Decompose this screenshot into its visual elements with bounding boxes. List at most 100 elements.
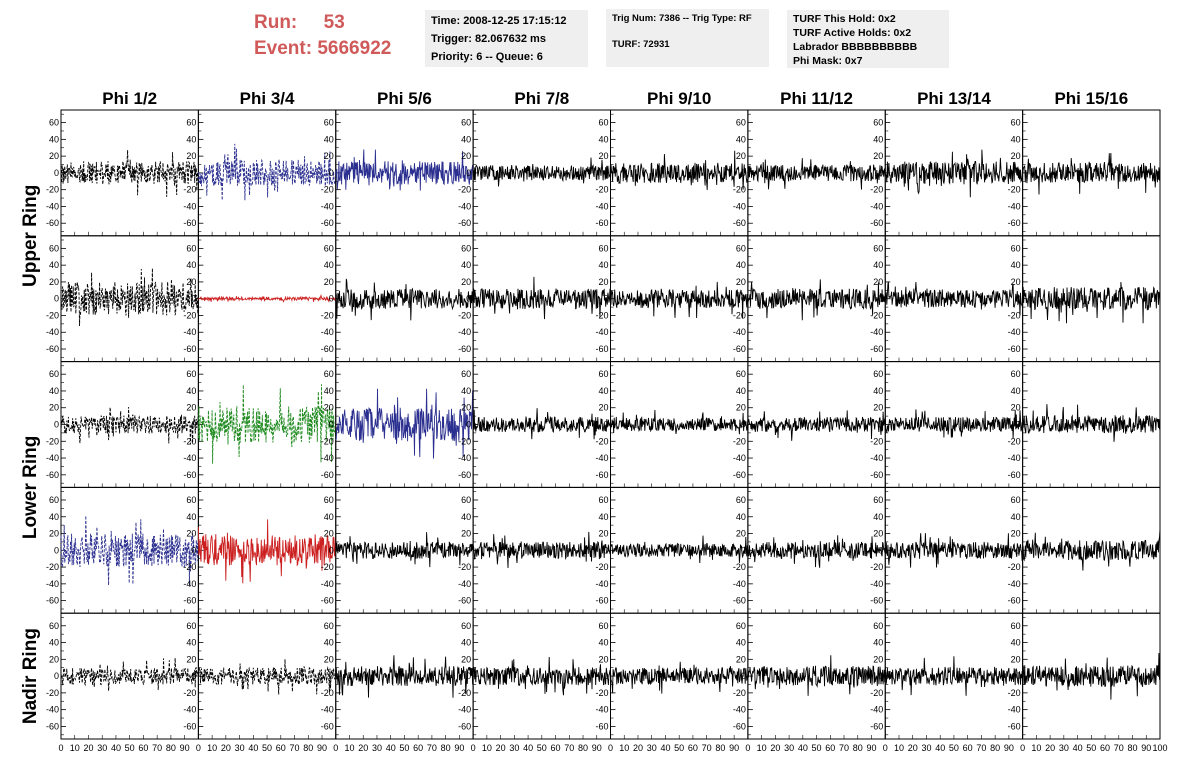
y-tick-label: 40 <box>49 638 59 648</box>
y-tick-label: 40 <box>186 386 196 396</box>
y-tick-label: 60 <box>324 118 334 128</box>
y-tick-label: -20 <box>870 688 883 698</box>
y-tick-label: 20 <box>736 403 746 413</box>
time-info-box: Time: 2008-12-25 17:15:12 Trigger: 82.06… <box>425 10 588 67</box>
y-tick-label: 20 <box>461 151 471 161</box>
waveform-trace <box>747 535 886 568</box>
column-title: Phi 1/2 <box>102 89 157 108</box>
waveform-trace <box>472 531 611 569</box>
labrador-line: Labrador BBBBBBBBBB <box>793 41 918 53</box>
y-tick-label: 60 <box>186 243 196 253</box>
y-tick-label: 0 <box>191 168 196 178</box>
y-tick-label: 20 <box>49 151 59 161</box>
y-tick-label: 60 <box>1011 621 1021 631</box>
y-tick-label: 40 <box>186 512 196 522</box>
y-tick-label: 20 <box>1011 529 1021 539</box>
y-tick-label: 20 <box>186 529 196 539</box>
waveform-trace <box>1022 528 1161 571</box>
y-tick-label: -20 <box>595 562 608 572</box>
waveform-trace <box>60 515 199 586</box>
y-tick-label: 0 <box>878 168 883 178</box>
waveform-trace <box>747 158 886 190</box>
y-tick-label: -40 <box>870 327 883 337</box>
phi-mask-line: Phi Mask: 0x7 <box>793 55 863 67</box>
y-tick-label: 20 <box>873 403 883 413</box>
y-tick-label: 40 <box>736 638 746 648</box>
y-tick-label: 40 <box>873 512 883 522</box>
row-group-label: Lower Ring <box>20 436 41 539</box>
y-tick-label: -20 <box>458 562 471 572</box>
x-tick-label: 50 <box>537 743 547 753</box>
y-tick-label: 0 <box>1016 168 1021 178</box>
waveform-trace <box>747 655 886 696</box>
waveform-trace <box>1022 404 1161 442</box>
y-tick-label: -40 <box>46 327 59 337</box>
waveform-trace <box>197 519 337 584</box>
y-tick-label: 40 <box>598 386 608 396</box>
y-tick-label: -40 <box>595 579 608 589</box>
y-tick-label: 0 <box>603 420 608 430</box>
y-tick-label: 40 <box>461 638 471 648</box>
y-tick-label: 20 <box>49 529 59 539</box>
x-tick-label: 20 <box>496 743 506 753</box>
y-tick-label: 0 <box>603 168 608 178</box>
y-tick-label: 0 <box>878 420 883 430</box>
y-tick-label: 0 <box>54 545 59 555</box>
y-tick-label: -60 <box>1008 344 1021 354</box>
y-tick-label: -20 <box>183 436 196 446</box>
waveform-trace <box>1022 152 1161 195</box>
y-tick-label: 0 <box>54 168 59 178</box>
waveform-trace <box>610 535 749 564</box>
priority-line: Priority: 6 -- Queue: 6 <box>431 51 543 63</box>
y-tick-label: -20 <box>321 436 334 446</box>
y-tick-label: -60 <box>733 344 746 354</box>
y-tick-label: 40 <box>1011 386 1021 396</box>
y-tick-label: -60 <box>46 596 59 606</box>
y-tick-label: -40 <box>321 453 334 463</box>
x-tick-label: 0 <box>745 743 750 753</box>
y-tick-label: 40 <box>1011 638 1021 648</box>
y-tick-label: -40 <box>46 705 59 715</box>
y-tick-label: -20 <box>46 310 59 320</box>
y-tick-label: -40 <box>1008 327 1021 337</box>
event-row: Event: 5666922 <box>254 36 391 62</box>
run-event-header: Run: 53 Event: 5666922 <box>254 10 391 62</box>
y-tick-label: -60 <box>458 218 471 228</box>
y-tick-label: -20 <box>183 688 196 698</box>
y-tick-label: 60 <box>49 369 59 379</box>
y-tick-label: 40 <box>186 638 196 648</box>
y-tick-label: 60 <box>461 118 471 128</box>
x-tick-label: 30 <box>784 743 794 753</box>
y-tick-label: -20 <box>321 310 334 320</box>
y-tick-label: 60 <box>598 118 608 128</box>
y-tick-label: 60 <box>49 495 59 505</box>
y-tick-label: 20 <box>186 403 196 413</box>
y-tick-label: -40 <box>1008 201 1021 211</box>
y-tick-label: 0 <box>741 168 746 178</box>
x-tick-label: 100 <box>1152 743 1167 753</box>
y-tick-label: 0 <box>878 294 883 304</box>
x-tick-label: 40 <box>248 743 258 753</box>
y-tick-label: 20 <box>461 529 471 539</box>
y-tick-label: 40 <box>736 386 746 396</box>
x-tick-label: 10 <box>70 743 80 753</box>
y-tick-label: 20 <box>736 277 746 287</box>
y-tick-label: 60 <box>873 621 883 631</box>
y-tick-label: 0 <box>741 420 746 430</box>
waveform-trace <box>884 149 1024 198</box>
y-tick-label: 60 <box>186 118 196 128</box>
y-tick-label: 60 <box>736 118 746 128</box>
y-tick-label: -20 <box>458 310 471 320</box>
waveform-trace <box>610 409 749 435</box>
y-tick-label: 60 <box>1011 495 1021 505</box>
y-tick-label: -60 <box>870 470 883 480</box>
y-tick-label: -40 <box>1008 453 1021 463</box>
x-tick-label: 20 <box>358 743 368 753</box>
x-tick-label: 0 <box>471 743 476 753</box>
y-tick-label: -40 <box>183 579 196 589</box>
y-tick-label: 60 <box>873 369 883 379</box>
y-tick-label: -40 <box>733 453 746 463</box>
x-tick-label: 80 <box>303 743 313 753</box>
y-tick-label: -20 <box>46 688 59 698</box>
y-tick-label: -60 <box>46 344 59 354</box>
